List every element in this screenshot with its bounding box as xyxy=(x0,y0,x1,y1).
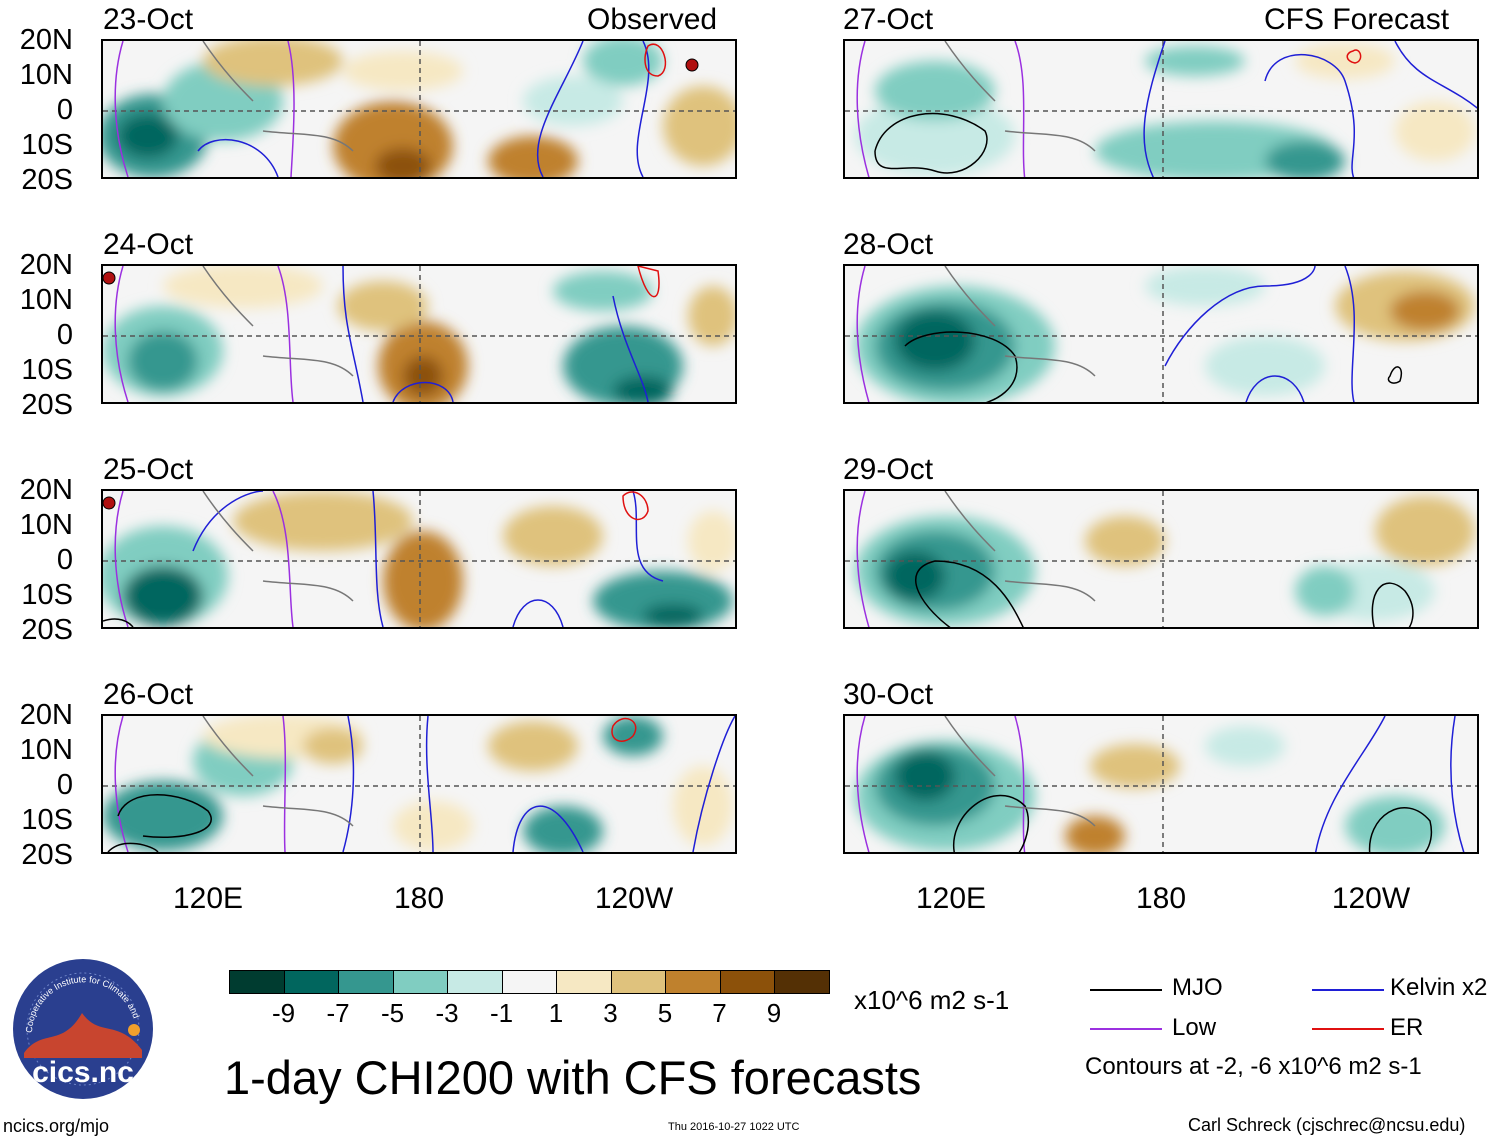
date-label: 28-Oct xyxy=(843,228,934,261)
colorbar-swatch xyxy=(556,970,612,994)
legend-line-er xyxy=(1312,1028,1384,1030)
colorbar-units: x10^6 m2 s-1 xyxy=(854,985,1010,1015)
lat-label: 20N xyxy=(19,474,73,506)
map-panel-29-oct xyxy=(843,489,1479,629)
lon-label: 180 xyxy=(1135,882,1187,915)
lat-label: 10S xyxy=(21,129,73,161)
colorbar-swatch xyxy=(610,970,666,994)
map-panel-26-oct xyxy=(101,714,737,854)
legend-line-mjo xyxy=(1090,989,1162,991)
colorbar-label: -3 xyxy=(435,998,459,1028)
date-label: 24-Oct xyxy=(103,228,194,261)
lat-label: 20S xyxy=(21,839,73,871)
colorbar-swatch xyxy=(229,970,285,994)
legend-label: MJO xyxy=(1172,974,1223,1001)
lat-label: 20S xyxy=(21,389,73,421)
colorbar-label: -9 xyxy=(271,998,296,1028)
lat-label: 10N xyxy=(19,59,73,91)
lat-label: 0 xyxy=(56,319,73,351)
map-panel-25-oct xyxy=(101,489,737,629)
colorbar-label: 3 xyxy=(603,998,618,1028)
date-label: 27-Oct xyxy=(843,3,934,36)
map-panel-27-oct xyxy=(843,39,1479,179)
colorbar-swatch xyxy=(392,970,448,994)
legend-label: Kelvin x2 xyxy=(1390,974,1488,1001)
legend-line-kelvin xyxy=(1312,989,1384,991)
lat-label: 20N xyxy=(19,699,73,731)
lat-label: 10S xyxy=(21,579,73,611)
map-panel-23-oct xyxy=(101,39,737,179)
legend-line-low xyxy=(1090,1028,1162,1030)
forecast-heading: CFS Forecast xyxy=(1264,3,1450,36)
colorbar-swatch xyxy=(447,970,503,994)
footer-timestamp: Thu 2016-10-27 1022 UTC xyxy=(668,1121,800,1133)
footer-author: Carl Schreck (cjschrec@ncsu.edu) xyxy=(1188,1115,1466,1135)
lat-label: 20S xyxy=(21,164,73,196)
map-panel-30-oct xyxy=(843,714,1479,854)
colorbar-label: 1 xyxy=(548,998,564,1028)
date-label: 25-Oct xyxy=(103,453,194,486)
contours-note: Contours at -2, -6 x10^6 m2 s-1 xyxy=(1085,1053,1422,1080)
lat-label: 10N xyxy=(19,734,73,766)
date-label: 23-Oct xyxy=(103,3,194,36)
colorbar-swatch xyxy=(774,970,830,994)
cics-logo: Cooperative Institute for Climate and Sa… xyxy=(9,950,154,1100)
colorbar-swatch xyxy=(283,970,339,994)
date-label: 26-Oct xyxy=(103,678,194,711)
lon-label: 120E xyxy=(172,882,244,915)
lat-label: 10N xyxy=(19,284,73,316)
colorbar-swatch xyxy=(665,970,721,994)
lon-label: 120E xyxy=(915,882,987,915)
legend-label: Low xyxy=(1172,1014,1217,1041)
colorbar-label: 9 xyxy=(766,998,782,1028)
lat-label: 0 xyxy=(56,769,73,801)
lon-label: 180 xyxy=(393,882,445,915)
observed-heading: Observed xyxy=(587,3,718,36)
date-label: 29-Oct xyxy=(843,453,934,486)
colorbar-label: 5 xyxy=(657,998,673,1028)
lat-label: 0 xyxy=(56,94,73,126)
lon-label: 120W xyxy=(1331,882,1411,915)
lat-label: 0 xyxy=(56,544,73,576)
footer-url[interactable]: ncics.org/mjo xyxy=(3,1116,110,1136)
lon-label: 120W xyxy=(594,882,674,915)
lat-label: 20N xyxy=(19,249,73,281)
lat-label: 10S xyxy=(21,804,73,836)
lat-label: 20N xyxy=(19,24,73,56)
map-panel-28-oct xyxy=(843,264,1479,404)
colorbar-label: 7 xyxy=(712,998,727,1028)
lat-label: 10N xyxy=(19,509,73,541)
colorbar-swatch xyxy=(501,970,557,994)
legend-label: ER xyxy=(1390,1014,1424,1041)
logo-text: cics.nc xyxy=(32,1056,134,1089)
colorbar-label: -1 xyxy=(489,998,514,1028)
lat-label: 10S xyxy=(21,354,73,386)
lat-label: 20S xyxy=(21,614,73,646)
colorbar-swatch xyxy=(338,970,394,994)
date-label: 30-Oct xyxy=(843,678,934,711)
map-panel-24-oct xyxy=(101,264,737,404)
colorbar-label: -7 xyxy=(326,998,350,1028)
page-title: 1-day CHI200 with CFS forecasts xyxy=(224,1051,922,1104)
colorbar-swatch xyxy=(719,970,775,994)
colorbar-label: -5 xyxy=(380,998,405,1028)
